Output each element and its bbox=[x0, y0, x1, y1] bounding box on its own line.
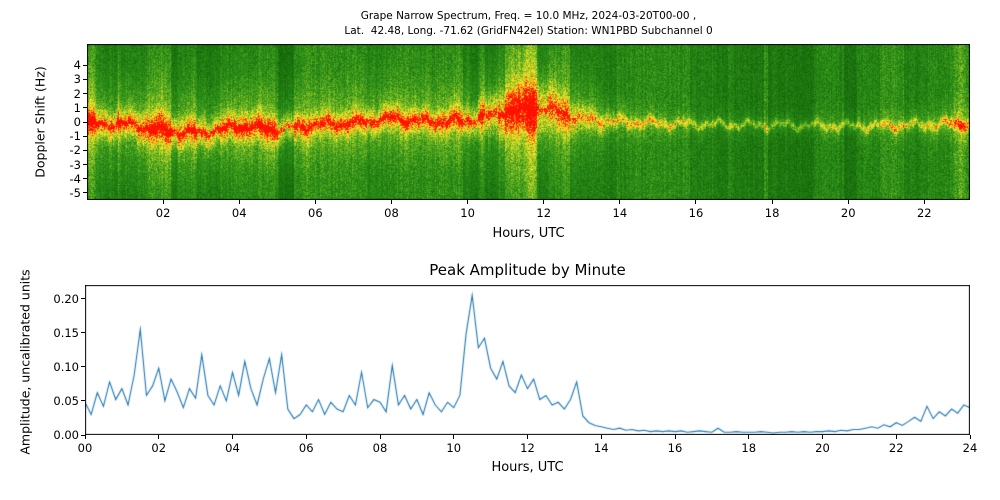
spectrogram-y-tickmark bbox=[83, 178, 87, 180]
spectrogram-y-tickmark bbox=[83, 64, 87, 66]
spectrogram-x-tickmark bbox=[314, 200, 316, 204]
spectrogram-y-tickmark bbox=[83, 192, 87, 194]
spectrogram-y-tickmark bbox=[83, 78, 87, 80]
amplitude-x-tickmark bbox=[895, 435, 897, 439]
spectrogram-heatmap bbox=[87, 44, 970, 200]
amplitude-x-tick-label: 16 bbox=[667, 441, 683, 455]
amplitude-x-axis-label: Hours, UTC bbox=[491, 460, 564, 475]
spectrogram-y-tick-label: 1 bbox=[73, 100, 81, 115]
spectrogram-y-tickmark bbox=[83, 149, 87, 151]
spectrogram-x-tickmark bbox=[238, 200, 240, 204]
amplitude-y-tickmark bbox=[81, 298, 85, 300]
spectrogram-x-tick-label: 16 bbox=[688, 206, 704, 220]
spectrogram-x-tick-label: 14 bbox=[612, 206, 628, 220]
spectrogram-x-tick-label: 02 bbox=[155, 206, 171, 220]
amplitude-x-tick-label: 14 bbox=[593, 441, 609, 455]
amplitude-x-tickmark bbox=[969, 435, 971, 439]
amplitude-x-tickmark bbox=[674, 435, 676, 439]
amplitude-x-tick-label: 18 bbox=[741, 441, 757, 455]
spectrogram-y-tickmark bbox=[83, 164, 87, 166]
amplitude-x-tickmark bbox=[453, 435, 455, 439]
spectrogram-x-tick-label: 20 bbox=[840, 206, 856, 220]
amplitude-x-tickmark bbox=[527, 435, 528, 439]
spectrogram-x-tickmark bbox=[847, 200, 849, 204]
spectrogram-x-tickmark bbox=[695, 200, 697, 204]
spectrogram-x-tickmark bbox=[771, 200, 773, 204]
amplitude-y-tickmark bbox=[81, 332, 85, 334]
amplitude-x-tick-label: 04 bbox=[225, 441, 240, 455]
amplitude-y-tick-label: 0.15 bbox=[53, 325, 79, 340]
spectrogram-y-tick-label: 4 bbox=[73, 58, 81, 73]
amplitude-x-tickmark bbox=[379, 435, 381, 439]
spectrogram-x-tickmark bbox=[390, 200, 392, 204]
amplitude-y-tick-label: 0.10 bbox=[53, 359, 79, 374]
spectrogram-y-tick-label: -5 bbox=[69, 185, 81, 200]
spectrogram-y-tickmark bbox=[83, 121, 87, 123]
amplitude-x-tick-label: 20 bbox=[815, 441, 830, 455]
amplitude-y-tickmark bbox=[81, 434, 85, 436]
amplitude-x-tickmark bbox=[822, 435, 823, 439]
amplitude-x-tick-label: 02 bbox=[151, 441, 167, 455]
amplitude-x-tick-label: 06 bbox=[298, 441, 314, 455]
amplitude-x-tick-label: 08 bbox=[372, 441, 388, 455]
spectrogram-y-tick-label: -1 bbox=[69, 129, 81, 144]
amplitude-x-tickmark bbox=[232, 435, 233, 439]
spectrogram-y-tickmark bbox=[83, 93, 87, 95]
amplitude-y-axis-label: Amplitude, uncalibrated units bbox=[17, 269, 33, 455]
spectrogram-y-tick-label: -3 bbox=[69, 157, 81, 172]
spectrogram-x-tick-label: 18 bbox=[764, 206, 780, 220]
amplitude-y-tick-label: 0.05 bbox=[53, 393, 79, 408]
amplitude-x-tickmark bbox=[600, 435, 602, 439]
spectrogram-x-tick-label: 04 bbox=[231, 206, 247, 220]
spectrogram-x-tickmark bbox=[543, 200, 545, 204]
spectrogram-title-line1: Grape Narrow Spectrum, Freq. = 10.0 MHz,… bbox=[360, 10, 697, 22]
amplitude-x-tick-label: 12 bbox=[520, 441, 535, 455]
spectrogram-x-tick-label: 10 bbox=[460, 206, 475, 220]
spectrogram-x-tick-label: 06 bbox=[308, 206, 323, 220]
amplitude-y-tickmark bbox=[81, 400, 85, 402]
amplitude-line-chart bbox=[85, 285, 970, 435]
spectrogram-y-tick-label: -2 bbox=[69, 143, 81, 158]
spectrogram-x-tick-label: 22 bbox=[916, 206, 932, 220]
amplitude-x-tick-label: 10 bbox=[446, 441, 462, 455]
spectrogram-x-tickmark bbox=[467, 200, 469, 204]
amplitude-x-tick-label: 24 bbox=[962, 441, 978, 455]
amplitude-chart-title: Peak Amplitude by Minute bbox=[429, 261, 626, 279]
spectrogram-x-tickmark bbox=[619, 200, 621, 204]
spectrogram-y-tick-label: -4 bbox=[69, 171, 81, 186]
spectrogram-x-tick-label: 08 bbox=[384, 206, 399, 220]
amplitude-x-tickmark bbox=[84, 435, 86, 439]
amplitude-x-tickmark bbox=[158, 435, 160, 439]
amplitude-y-tick-label: 0.00 bbox=[53, 428, 79, 442]
amplitude-y-tick-label: 0.20 bbox=[53, 291, 79, 306]
spectrogram-y-tickmark bbox=[83, 135, 87, 137]
amplitude-x-tickmark bbox=[748, 435, 750, 439]
spectrogram-x-tickmark bbox=[162, 200, 164, 204]
amplitude-x-tick-label: 00 bbox=[77, 441, 93, 455]
spectrogram-y-tickmark bbox=[83, 107, 87, 109]
amplitude-x-tick-label: 22 bbox=[888, 441, 904, 455]
spectrogram-x-tickmark bbox=[923, 200, 925, 204]
amplitude-y-tickmark bbox=[81, 366, 85, 368]
amplitude-x-tickmark bbox=[305, 435, 307, 439]
spectrogram-y-tick-label: 2 bbox=[73, 86, 81, 101]
spectrogram-y-tick-label: 0 bbox=[73, 115, 81, 129]
spectrogram-x-tick-label: 12 bbox=[536, 206, 552, 220]
spectrogram-title-line2: Lat. 42.48, Long. -71.62 (GridFN42el) St… bbox=[344, 25, 713, 37]
spectrogram-y-tick-label: 3 bbox=[73, 72, 81, 87]
spectrogram-x-axis-label: Hours, UTC bbox=[492, 226, 565, 241]
